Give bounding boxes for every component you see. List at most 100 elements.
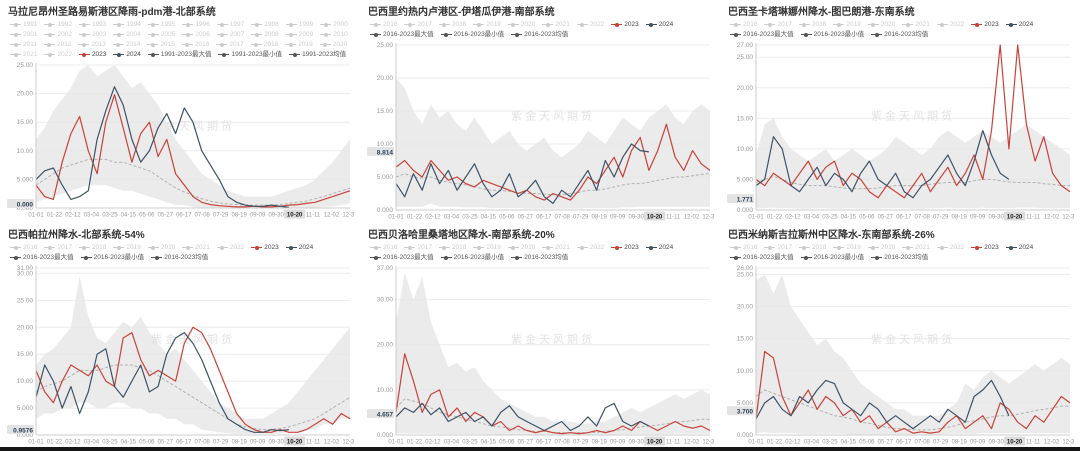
legend-item-stat[interactable]: 1991-2023最小值	[218, 50, 282, 59]
legend-item-2020[interactable]: 2020	[507, 20, 535, 29]
legend-item-2016[interactable]: 2016	[730, 20, 757, 29]
legend-item-2019[interactable]: 2019	[473, 243, 501, 252]
legend-item-2021[interactable]: 2021	[542, 243, 570, 252]
legend-item-2016[interactable]: 2016	[10, 243, 37, 252]
legend-item-stat[interactable]: 2016-2023均值	[151, 253, 208, 262]
legend-item-2016[interactable]: 2016	[730, 243, 757, 252]
legend-item-2018[interactable]: 2018	[250, 40, 278, 49]
legend-item-2013[interactable]: 2013	[78, 40, 106, 49]
legend-item-2024[interactable]: 2024	[113, 50, 141, 59]
legend-item-2024[interactable]: 2024	[645, 243, 673, 252]
legend-item-2022[interactable]: 2022	[576, 243, 604, 252]
legend-item-2024[interactable]: 2024	[285, 243, 313, 252]
legend-item-2023[interactable]: 2023	[971, 20, 999, 29]
legend-item-1994[interactable]: 1994	[113, 20, 141, 29]
legend-item-2011[interactable]: 2011	[10, 40, 37, 49]
legend-item-2021[interactable]: 2021	[10, 50, 37, 59]
legend-item-2019[interactable]: 2019	[473, 20, 501, 29]
legend-item-stat[interactable]: 1991-2023最大值	[147, 50, 211, 59]
legend-item-2020[interactable]: 2020	[147, 243, 175, 252]
legend-item-2020[interactable]: 2020	[867, 20, 895, 29]
legend-item-2020[interactable]: 2020	[867, 243, 895, 252]
legend-item-2016[interactable]: 2016	[181, 40, 209, 49]
legend-item-2008[interactable]: 2008	[251, 30, 279, 39]
legend-item-stat[interactable]: 2016-2023均值	[871, 30, 928, 39]
legend-item-2010[interactable]: 2010	[320, 30, 348, 39]
legend-item-stat[interactable]: 2016-2023最大值	[10, 253, 74, 262]
legend-item-stat[interactable]: 2016-2023最小值	[800, 253, 864, 262]
legend-item-2023[interactable]: 2023	[971, 243, 999, 252]
legend-item-2017[interactable]: 2017	[216, 40, 244, 49]
legend-item-2018[interactable]: 2018	[798, 20, 826, 29]
legend-item-2022[interactable]: 2022	[216, 243, 244, 252]
legend-item-2022[interactable]: 2022	[44, 50, 72, 59]
legend-item-2016[interactable]: 2016	[370, 20, 397, 29]
legend-item-1996[interactable]: 1996	[182, 20, 210, 29]
legend-item-1992[interactable]: 1992	[44, 20, 72, 29]
legend-item-2023[interactable]: 2023	[611, 243, 639, 252]
legend-item-2004[interactable]: 2004	[113, 30, 141, 39]
legend-item-2021[interactable]: 2021	[182, 243, 210, 252]
chart-canvas[interactable]: 紫金天风期货 0.000 10.00 20.00 30.00 37.00 4.657 01-0…	[366, 262, 718, 446]
legend-item-1997[interactable]: 1997	[216, 20, 244, 29]
legend-item-2001[interactable]: 2001	[10, 30, 37, 39]
legend-item-stat[interactable]: 2016-2023均值	[511, 253, 568, 262]
legend-item-stat[interactable]: 2016-2023最大值	[730, 30, 794, 39]
legend-item-2023[interactable]: 2023	[251, 243, 279, 252]
legend-item-2018[interactable]: 2018	[78, 243, 106, 252]
chart-plot[interactable]: 紫金天风期货 0.000 5.000 10.00 15.00 20.00 25.00 30.0…	[0, 262, 360, 447]
legend-item-stat[interactable]: 2016-2023最小值	[440, 30, 504, 39]
chart-canvas[interactable]: 紫金天风期货 0.000 5.000 10.00 15.00 20.00 25.00 27.0…	[726, 39, 1078, 221]
legend-item-2019[interactable]: 2019	[285, 40, 313, 49]
legend-item-stat[interactable]: 2016-2023最大值	[730, 253, 794, 262]
legend-item-2015[interactable]: 2015	[147, 40, 175, 49]
legend-item-2009[interactable]: 2009	[285, 30, 313, 39]
legend-item-2024[interactable]: 2024	[645, 20, 673, 29]
legend-item-2005[interactable]: 2005	[147, 30, 175, 39]
legend-item-2022[interactable]: 2022	[576, 20, 604, 29]
legend-item-2019[interactable]: 2019	[833, 20, 861, 29]
legend-item-2007[interactable]: 2007	[216, 30, 244, 39]
legend-item-2014[interactable]: 2014	[112, 40, 140, 49]
legend-item-2022[interactable]: 2022	[936, 20, 964, 29]
legend-item-2018[interactable]: 2018	[438, 20, 466, 29]
legend-item-2021[interactable]: 2021	[902, 243, 930, 252]
legend-item-1991[interactable]: 1991	[10, 20, 37, 29]
legend-item-1999[interactable]: 1999	[285, 20, 313, 29]
legend-item-stat[interactable]: 2016-2023均值	[871, 253, 928, 262]
chart-plot[interactable]: 紫金天风期货 0.000 5.000 10.00 15.00 20.00 25.00 0.00…	[0, 59, 360, 223]
legend-item-2020[interactable]: 2020	[319, 40, 347, 49]
chart-canvas[interactable]: 紫金天风期货 0.000 5.000 10.00 15.00 20.00 25.00 30.0…	[6, 262, 358, 446]
legend-item-stat[interactable]: 2016-2023最大值	[370, 253, 434, 262]
legend-item-2024[interactable]: 2024	[1005, 243, 1033, 252]
legend-item-2006[interactable]: 2006	[182, 30, 210, 39]
legend-item-2018[interactable]: 2018	[438, 243, 466, 252]
chart-canvas[interactable]: 紫金天风期货 0.000 5.000 10.00 15.00 20.00 25.00 8.81…	[366, 39, 718, 221]
legend-item-2018[interactable]: 2018	[798, 243, 826, 252]
legend-item-1993[interactable]: 1993	[78, 20, 106, 29]
legend-item-1998[interactable]: 1998	[251, 20, 279, 29]
legend-item-2023[interactable]: 2023	[611, 20, 639, 29]
legend-item-1995[interactable]: 1995	[147, 20, 175, 29]
chart-plot[interactable]: 紫金天风期货 0.000 5.000 10.00 15.00 20.00 25.00 26.0…	[720, 262, 1080, 447]
legend-item-stat[interactable]: 2016-2023均值	[511, 30, 568, 39]
legend-item-2020[interactable]: 2020	[507, 243, 535, 252]
legend-item-2016[interactable]: 2016	[370, 243, 397, 252]
legend-item-stat[interactable]: 2016-2023最小值	[80, 253, 144, 262]
legend-item-2017[interactable]: 2017	[764, 20, 792, 29]
legend-item-2021[interactable]: 2021	[902, 20, 930, 29]
chart-canvas[interactable]: 紫金天风期货0.0005.00010.0015.0020.0025.000.00…	[6, 59, 358, 219]
legend-item-2002[interactable]: 2002	[44, 30, 72, 39]
legend-item-stat[interactable]: 2016-2023最大值	[370, 30, 434, 39]
legend-item-2012[interactable]: 2012	[43, 40, 71, 49]
legend-item-2021[interactable]: 2021	[542, 20, 570, 29]
legend-item-2000[interactable]: 2000	[320, 20, 348, 29]
legend-item-stat[interactable]: 2016-2023最小值	[800, 30, 864, 39]
legend-item-stat[interactable]: 1991-2023均值	[289, 50, 346, 59]
chart-plot[interactable]: 紫金天风期货 0.000 5.000 10.00 15.00 20.00 25.00 27.0…	[720, 39, 1080, 223]
legend-item-stat[interactable]: 2016-2023最小值	[440, 253, 504, 262]
chart-plot[interactable]: 紫金天风期货 0.000 5.000 10.00 15.00 20.00 25.00 8.81…	[360, 39, 720, 223]
legend-item-2017[interactable]: 2017	[764, 243, 792, 252]
legend-item-2017[interactable]: 2017	[404, 243, 432, 252]
legend-item-2017[interactable]: 2017	[404, 20, 432, 29]
